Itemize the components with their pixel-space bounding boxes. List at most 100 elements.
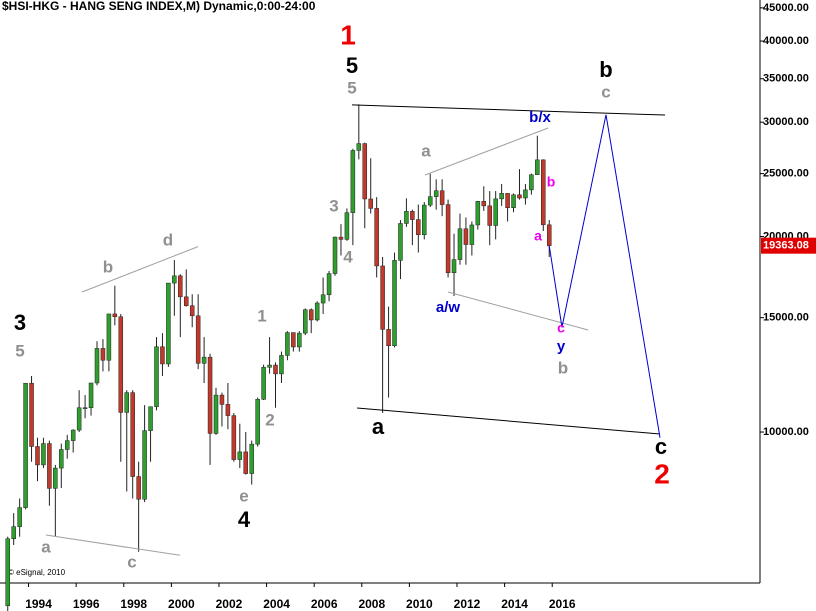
candle-body [59, 449, 64, 469]
candle-body [416, 219, 421, 235]
candle-body [94, 348, 100, 384]
x-tick-label: 1996 [73, 597, 100, 611]
candle-body [427, 196, 433, 206]
candle-body [53, 467, 58, 489]
candle-body [166, 282, 171, 365]
last-price-label: 19363.08 [763, 240, 809, 252]
x-tick-label: 2012 [454, 597, 481, 611]
x-tick-label: 1994 [25, 597, 52, 611]
candle-body [326, 273, 332, 296]
wave-label: b [558, 358, 568, 377]
candle-body [189, 305, 195, 317]
candle-body [231, 415, 237, 460]
x-tick-label: 2006 [311, 597, 338, 611]
wave-label: 1 [340, 19, 356, 50]
y-tick-label: 30000.00 [763, 116, 809, 128]
trend-line [81, 246, 199, 293]
wave-label: 3 [329, 196, 338, 215]
wave-label: a [41, 537, 51, 556]
x-tick-label: 2000 [168, 597, 195, 611]
candle-body [17, 507, 22, 527]
candle-body [439, 190, 445, 205]
wave-projection [548, 114, 661, 438]
wave-label: 3 [14, 310, 26, 335]
wave-label: y [557, 338, 566, 355]
x-tick-label: 2016 [549, 597, 576, 611]
candle-body [475, 201, 481, 226]
wave-label: b [547, 174, 556, 190]
candle-body [184, 296, 189, 306]
trend-line [356, 407, 661, 435]
candle-body [392, 260, 397, 346]
candle-body [535, 159, 540, 175]
candle-body [106, 313, 112, 361]
y-tick-label: 45000.00 [763, 2, 809, 14]
candle-body [481, 201, 487, 207]
x-tick-label: 2004 [263, 597, 290, 611]
x-tick-label: 2008 [358, 597, 385, 611]
candle-body [154, 346, 159, 407]
candle-body [386, 329, 391, 346]
wave-label: a [534, 228, 542, 244]
x-tick-label: 1998 [120, 597, 147, 611]
candle-body [76, 407, 82, 431]
candle-body [47, 443, 52, 489]
wave-label: c [601, 82, 610, 101]
credit: © eSignal, 2010 [8, 568, 66, 577]
x-tick-label: 2002 [216, 597, 243, 611]
candle-body [41, 443, 46, 466]
candle-body [344, 212, 350, 240]
candle-body [136, 476, 141, 500]
wave-label: 1 [257, 306, 266, 325]
candle-body [320, 294, 326, 304]
wave-label: c [655, 434, 667, 459]
candle-body [422, 204, 427, 235]
wave-label: b/x [529, 109, 551, 126]
candle-body [308, 309, 314, 321]
candle-body [225, 404, 231, 416]
candle-body [219, 394, 225, 405]
wave-label: a/w [436, 299, 461, 316]
candle-body [237, 451, 243, 460]
candle-body [523, 189, 528, 199]
x-tick-label: 2014 [501, 597, 528, 611]
candle-body [404, 211, 409, 224]
candle-body [368, 198, 373, 209]
wave-label: 4 [343, 247, 353, 266]
y-tick-label: 35000.00 [763, 73, 809, 85]
candle-body [195, 315, 201, 364]
candle-body [350, 150, 356, 213]
candle-body [445, 204, 451, 274]
candle-body [433, 190, 439, 197]
wave-label: c [127, 552, 136, 571]
candle-body [362, 143, 368, 200]
trend-line [447, 291, 589, 331]
candle-body [5, 538, 10, 607]
candle-body [124, 392, 129, 413]
y-tick-label: 25000.00 [763, 168, 809, 180]
candle-body [493, 198, 498, 226]
candle-body [118, 316, 124, 413]
candle-body [243, 451, 249, 474]
trend-line [424, 127, 549, 176]
candle-body [398, 223, 403, 261]
candle-body [70, 429, 76, 441]
trend-line [45, 534, 181, 556]
candle-body [160, 346, 165, 365]
candle-body [487, 205, 492, 226]
candle-body [11, 526, 16, 539]
candle-body [469, 224, 475, 245]
candle-body [261, 367, 266, 400]
candle-body [338, 236, 344, 240]
candle-body [249, 443, 254, 474]
candle-body [529, 174, 534, 191]
wave-label: d [163, 230, 173, 249]
candle-body [172, 275, 177, 284]
candle-body [297, 332, 302, 348]
candle-body [410, 211, 415, 220]
wave-label: 2 [265, 410, 274, 429]
last-price-box [761, 237, 816, 254]
wave-label: 5 [346, 53, 358, 78]
candle-body [148, 406, 153, 431]
